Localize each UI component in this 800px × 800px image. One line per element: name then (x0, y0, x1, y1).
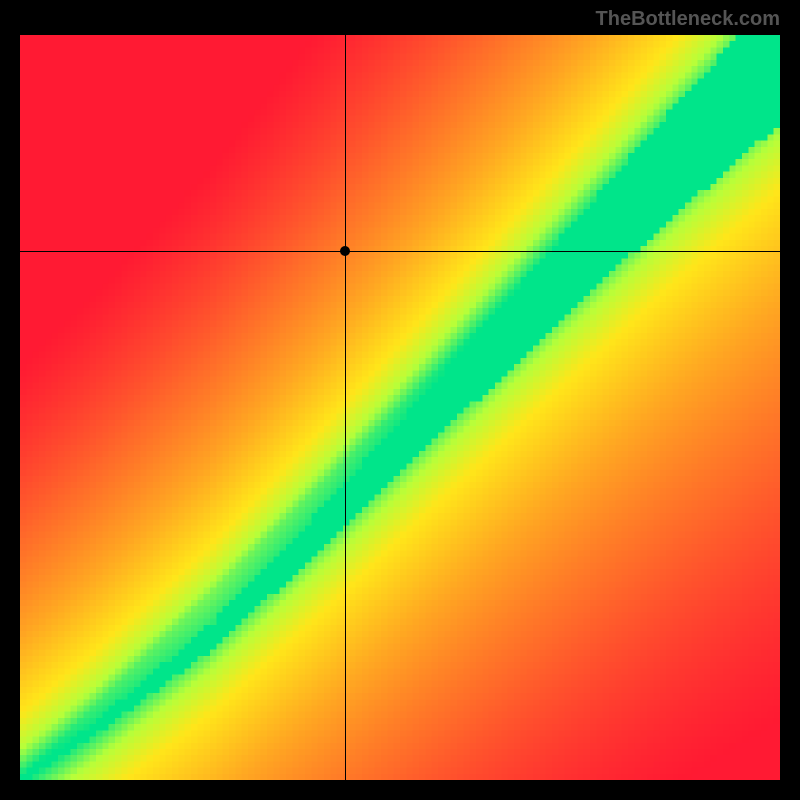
crosshair-vertical (345, 35, 346, 780)
crosshair-horizontal (20, 251, 780, 252)
chart-container: TheBottleneck.com (0, 0, 800, 800)
heatmap-canvas (20, 35, 780, 780)
watermark-text: TheBottleneck.com (596, 8, 780, 31)
marker-dot (340, 246, 350, 256)
plot-area (20, 35, 780, 780)
